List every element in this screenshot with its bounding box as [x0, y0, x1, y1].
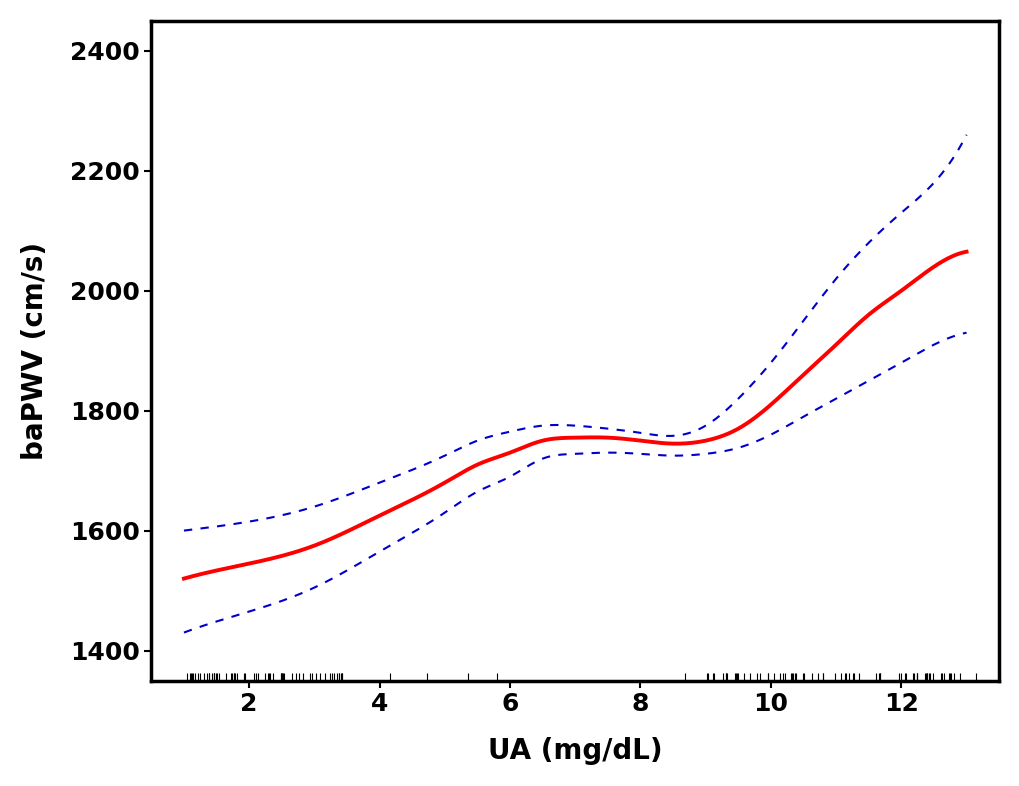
X-axis label: UA (mg/dL): UA (mg/dL) [487, 737, 662, 765]
Y-axis label: baPWV (cm/s): baPWV (cm/s) [20, 241, 49, 460]
